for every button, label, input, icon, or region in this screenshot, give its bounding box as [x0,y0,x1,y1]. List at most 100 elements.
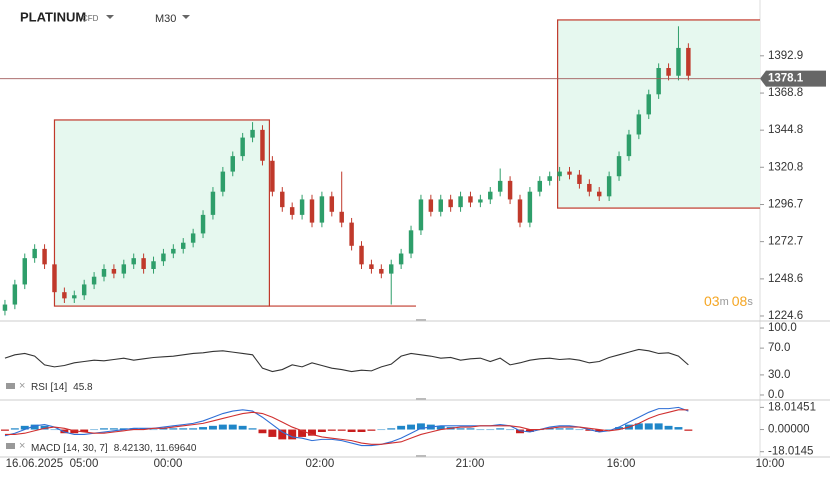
countdown-sec-unit: s [747,296,753,308]
histogram-bar [585,429,594,431]
rsi-name: RSI [14] [31,382,67,393]
histogram-bar [80,429,89,432]
candle-body [339,211,344,223]
y-tick-label: 30.0 [768,369,790,381]
y-tick-label: 100.0 [768,322,797,334]
panel-resize-handle [416,455,426,457]
histogram-bar [436,425,445,430]
symbol[interactable]: PLATINUM [20,9,86,24]
candle-body [349,222,354,246]
macd-name: MACD [14, 30, 7] [31,443,108,454]
highlight-box [53,119,271,307]
candle-body [686,47,691,76]
histogram-bar [100,428,108,430]
timeframe[interactable]: M30 [155,13,176,25]
candle-body [131,258,136,265]
candle-body [626,134,632,157]
candle-body [101,268,107,277]
histogram-bar [169,428,178,430]
y-tick-label: 1248.6 [768,273,803,285]
histogram-bar [664,425,673,430]
macd-line [4,409,689,445]
histogram-bar [654,423,663,430]
candle-body [42,248,47,265]
histogram-bar [555,428,564,430]
candle-body [478,199,483,203]
candle-body [428,199,434,212]
candle-body [398,253,404,265]
candle-body [309,199,315,223]
y-tick-label: 70.0 [768,342,790,354]
histogram-bar [595,429,604,432]
candle-body [81,284,87,296]
histogram-bar [476,429,485,431]
candle-body [448,199,453,208]
indicator-menu-icon[interactable] [6,443,15,449]
histogram-bar [90,429,99,431]
candle-body [161,253,166,262]
candle-body [171,248,176,254]
candle-body [230,156,235,172]
timeframe-dropdown[interactable] [182,15,190,19]
histogram-bar [496,428,505,430]
histogram-bar [228,424,237,430]
histogram-bar [545,428,554,430]
close-icon[interactable]: × [19,380,25,392]
candle-body [389,264,394,274]
histogram-bar [516,429,524,434]
histogram-bar [377,429,386,431]
candle-body [220,171,226,192]
candle-body [636,114,642,135]
histogram-bar [238,425,247,430]
macd-line [4,406,689,447]
histogram-bar [208,425,217,430]
rsi-value: 45.8 [73,382,93,393]
candle-body [141,258,146,269]
histogram-bar [644,423,653,430]
candle-body [497,180,503,192]
candle-body [210,191,216,215]
x-tick-label: 21:00 [456,458,485,470]
candle-body [646,94,651,115]
countdown-sec: 08 [732,293,748,309]
candle-body [22,258,27,285]
candle-body [260,129,265,161]
candle-body [408,230,414,254]
y-tick-label: 18.01451 [768,401,816,413]
histogram-bar [367,429,376,431]
close-icon[interactable]: × [19,440,25,452]
candle-body [190,233,196,243]
panel-resize-handle [416,319,426,321]
y-tick-label: 1272.7 [768,236,803,248]
panel [0,19,760,316]
y-tick-label: -18.0145 [768,446,813,458]
candle-body [438,199,443,212]
histogram-bar [288,429,297,440]
symbol-dropdown[interactable] [106,15,114,19]
histogram-bar [189,428,198,430]
histogram-bar [159,428,168,430]
candle-body [32,248,37,259]
y-tick-label: 0.0 [768,389,784,401]
countdown-min-unit: m [720,296,729,308]
axis-area [760,0,830,456]
indicator-menu-icon[interactable] [6,383,15,389]
y-tick-label: 1224.6 [768,310,803,322]
x-tick-label: 00:00 [154,458,183,470]
candle-body [299,199,305,215]
histogram-bar [248,428,257,430]
candle-body [676,47,681,76]
histogram-bar [268,429,277,437]
candle-body [458,196,463,208]
x-tick-label: 02:00 [306,458,335,470]
candle-body [557,171,562,177]
histogram-bar [0,429,9,431]
histogram-bar [575,429,584,431]
candle-body [111,268,117,274]
histogram-bar [684,429,693,431]
candle-body [488,191,493,200]
histogram-bar [218,424,227,430]
histogram-bar [50,429,59,431]
candle-body [616,156,622,177]
histogram-bar [387,428,396,430]
